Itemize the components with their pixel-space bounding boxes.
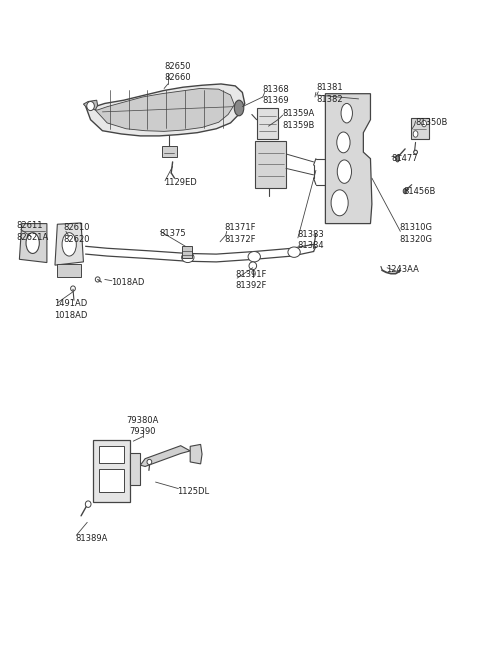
Text: 81350B: 81350B xyxy=(416,119,448,128)
Ellipse shape xyxy=(422,121,426,127)
Bar xyxy=(255,141,286,188)
Ellipse shape xyxy=(337,160,351,183)
Text: 81310G
81320G: 81310G 81320G xyxy=(399,223,432,244)
Text: 1243AA: 1243AA xyxy=(386,265,419,274)
Bar xyxy=(182,246,192,258)
Text: 81359A
81359B: 81359A 81359B xyxy=(283,109,315,130)
Bar xyxy=(257,108,278,139)
Text: 1125DL: 1125DL xyxy=(178,487,209,496)
Text: 81371F
81372F: 81371F 81372F xyxy=(225,223,256,244)
Bar xyxy=(98,469,124,492)
Ellipse shape xyxy=(403,189,407,194)
Text: 81389A: 81389A xyxy=(75,534,107,543)
Ellipse shape xyxy=(62,233,76,256)
Polygon shape xyxy=(55,223,84,265)
Bar xyxy=(57,264,81,277)
Ellipse shape xyxy=(337,132,350,153)
Ellipse shape xyxy=(147,459,152,464)
Polygon shape xyxy=(86,84,245,136)
Polygon shape xyxy=(190,444,202,464)
Text: 81375: 81375 xyxy=(159,229,186,238)
Text: 81477: 81477 xyxy=(392,154,419,163)
Polygon shape xyxy=(84,100,97,110)
Text: 81381
81382: 81381 81382 xyxy=(316,83,343,104)
Bar xyxy=(130,453,140,485)
Ellipse shape xyxy=(234,100,244,116)
Text: 81383
81384: 81383 81384 xyxy=(297,230,324,250)
Bar xyxy=(411,119,429,139)
Text: 1129ED: 1129ED xyxy=(164,178,197,187)
Ellipse shape xyxy=(26,233,39,253)
Bar xyxy=(98,446,124,462)
Ellipse shape xyxy=(85,501,91,508)
Bar xyxy=(162,145,177,157)
Polygon shape xyxy=(325,94,372,223)
Polygon shape xyxy=(96,88,234,132)
Ellipse shape xyxy=(413,131,418,137)
Ellipse shape xyxy=(341,103,352,123)
Text: 1018AD: 1018AD xyxy=(111,278,144,287)
Ellipse shape xyxy=(396,155,399,162)
Text: 82650
82660: 82650 82660 xyxy=(164,62,191,83)
Ellipse shape xyxy=(331,190,348,215)
Text: 81368
81369: 81368 81369 xyxy=(263,84,289,105)
Ellipse shape xyxy=(288,247,300,257)
Polygon shape xyxy=(140,445,190,466)
Text: 81456B: 81456B xyxy=(404,187,436,196)
Text: 79380A
79390: 79380A 79390 xyxy=(127,416,159,436)
Ellipse shape xyxy=(181,252,194,263)
Text: 1491AD
1018AD: 1491AD 1018AD xyxy=(54,299,87,320)
Text: 81391F
81392F: 81391F 81392F xyxy=(235,270,266,290)
Polygon shape xyxy=(19,223,47,263)
Ellipse shape xyxy=(87,102,95,111)
Ellipse shape xyxy=(248,252,261,262)
Text: 82610
82620: 82610 82620 xyxy=(63,223,90,244)
Text: 82611
82621A: 82611 82621A xyxy=(16,221,48,242)
Ellipse shape xyxy=(249,262,257,270)
Bar xyxy=(93,440,130,502)
